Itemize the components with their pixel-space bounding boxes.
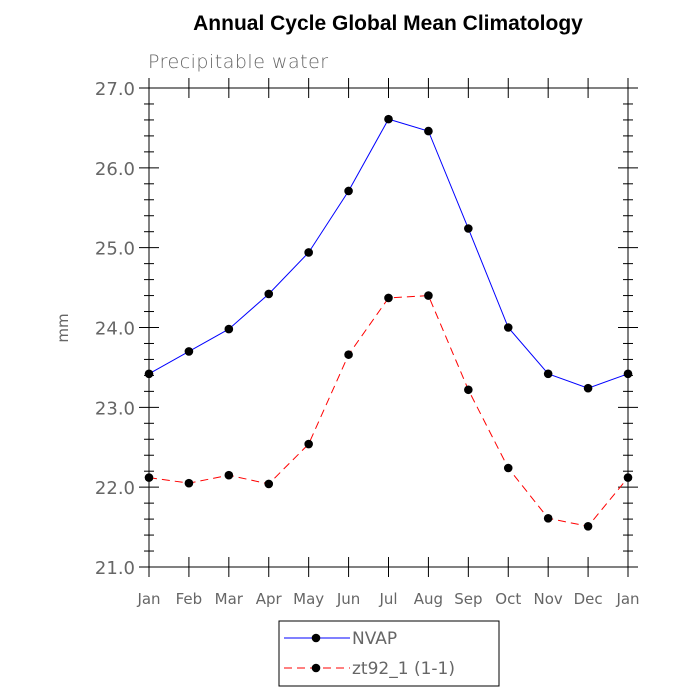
data-point-s0-3: [264, 289, 274, 299]
x-tick-label: Jan: [136, 590, 160, 608]
y-tick-label: 21.0: [95, 558, 135, 579]
legend-marker-nvap: [311, 633, 321, 643]
axis-ticks: [139, 78, 638, 577]
chart-title: Annual Cycle Global Mean Climatology: [193, 12, 583, 35]
data-point-s0-9: [503, 323, 513, 332]
x-tick-label: May: [293, 590, 324, 608]
x-tick-label: Mar: [215, 590, 244, 608]
y-tick-label: 24.0: [95, 319, 135, 340]
legend-label-zt92: zt92_1 (1-1): [352, 659, 455, 679]
x-tick-label: Oct: [495, 590, 521, 608]
data-point-s0-5: [344, 186, 353, 196]
data-point-s1-1: [184, 478, 194, 488]
x-tick-label: Apr: [256, 590, 283, 608]
data-point-s1-5: [344, 350, 353, 359]
x-tick-label: Jan: [615, 590, 639, 608]
x-tick-label: Jun: [336, 590, 360, 608]
legend-marker-zt92: [311, 663, 321, 673]
data-point-s0-4: [304, 248, 313, 257]
data-point-s0-0: [144, 369, 154, 379]
y-tick-labels: 21.0 22.0 23.0 24.0 25.0 26.0 27.0: [95, 79, 135, 579]
series-layer: [144, 114, 633, 531]
data-point-s0-6: [384, 114, 393, 124]
chart-subtitle: Precipitable water: [148, 51, 329, 73]
x-tick-label: Feb: [176, 590, 203, 608]
x-tick-label: Dec: [574, 590, 603, 608]
x-tick-label: Jul: [378, 590, 397, 608]
y-axis-title: mm: [54, 313, 72, 342]
data-point-s1-10: [543, 514, 553, 523]
legend-box: [278, 620, 500, 687]
y-tick-label: 25.0: [95, 239, 135, 260]
y-tick-label: 22.0: [95, 478, 135, 499]
x-tick-labels: Jan Feb Mar Apr May Jun Jul Aug Sep Oct Nov Dec Jan: [136, 590, 639, 608]
data-point-s0-11: [583, 383, 593, 393]
series-line-1: [148, 295, 629, 527]
x-tick-label: Sep: [454, 590, 482, 608]
data-point-s1-2: [224, 470, 234, 480]
x-tick-label: Aug: [414, 590, 443, 608]
data-point-s1-3: [264, 479, 274, 489]
data-point-s0-8: [464, 224, 473, 233]
y-tick-label: 26.0: [95, 159, 135, 180]
y-tick-label: 27.0: [95, 79, 135, 100]
data-point-s1-4: [304, 439, 313, 449]
data-point-s1-0: [144, 473, 154, 482]
data-point-s1-6: [384, 293, 393, 303]
data-point-s1-8: [464, 385, 473, 395]
series-line-0: [148, 118, 629, 389]
data-point-s0-10: [543, 369, 553, 379]
data-point-s0-2: [224, 324, 234, 334]
x-tick-label: Nov: [534, 590, 563, 608]
data-point-s0-1: [184, 347, 194, 356]
data-point-s1-9: [503, 463, 513, 473]
data-point-s1-11: [583, 521, 593, 531]
data-point-s1-7: [424, 291, 433, 300]
plot-frame: [148, 87, 629, 568]
data-point-s0-7: [424, 126, 433, 136]
legend: NVAP zt92_1 (1-1): [278, 620, 500, 687]
y-tick-label: 23.0: [95, 398, 135, 419]
data-point-s1-12: [623, 473, 633, 482]
data-point-s0-12: [623, 369, 633, 379]
legend-label-nvap: NVAP: [352, 629, 397, 649]
